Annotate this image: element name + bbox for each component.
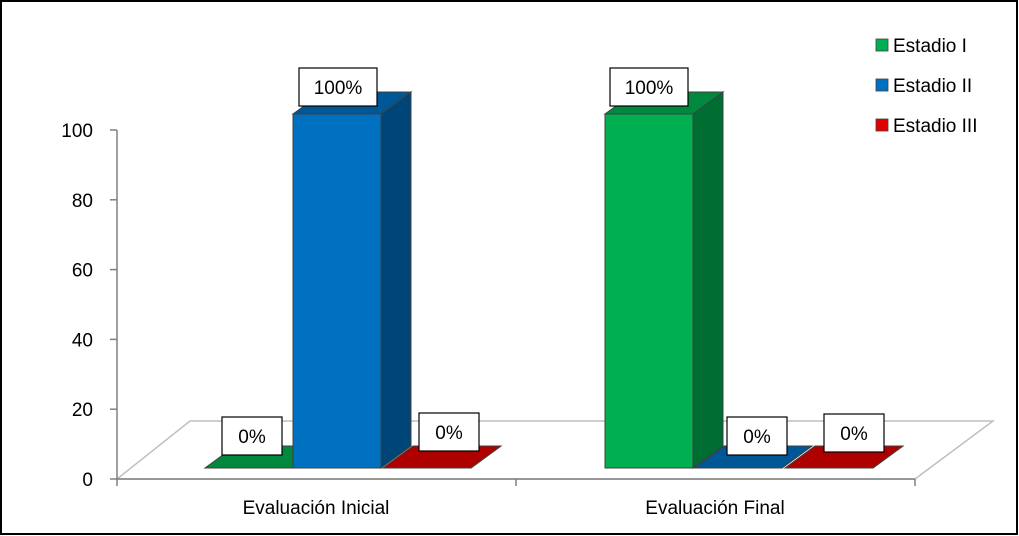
data-label-box [221, 416, 283, 456]
bar-front [604, 113, 694, 469]
x-tick-label: Evaluación Final [645, 498, 784, 519]
data-label-box [726, 416, 788, 456]
legend-item: Estadio III [875, 116, 978, 137]
y-tick-label: 20 [72, 400, 93, 421]
legend-item: Estadio I [875, 36, 967, 57]
data-label: 0% [221, 416, 283, 456]
bar [291, 91, 413, 469]
y-tick-label: 60 [72, 261, 93, 282]
legend-label: Estadio III [893, 116, 978, 137]
data-label-text: 100% [625, 78, 674, 99]
data-label: 100% [609, 67, 689, 107]
y-tick-label: 40 [72, 330, 93, 351]
data-label: 0% [823, 413, 885, 453]
legend-swatch [875, 38, 889, 52]
data-label-box [609, 67, 689, 107]
data-label-text: 0% [743, 427, 771, 448]
bar-side [380, 91, 412, 469]
data-label-box [298, 67, 378, 107]
data-label-text: 0% [238, 427, 266, 448]
legend-item: Estadio II [875, 76, 972, 97]
y-tick-label: 0 [82, 470, 93, 491]
y-tick-label: 80 [72, 191, 93, 212]
bar-side [692, 91, 724, 469]
data-label-box [418, 412, 480, 452]
data-label-text: 0% [840, 424, 868, 445]
data-label: 0% [726, 416, 788, 456]
y-tick-label: 100 [61, 121, 93, 142]
data-label: 0% [418, 412, 480, 452]
legend-swatch [875, 78, 889, 92]
data-label: 100% [298, 67, 378, 107]
legend-label: Estadio I [893, 36, 967, 57]
legend-swatch [875, 118, 889, 132]
bar-front [292, 113, 382, 469]
bar [603, 91, 725, 469]
data-label-text: 0% [435, 423, 463, 444]
legend-label: Estadio II [893, 76, 972, 97]
x-tick-label: Evaluación Inicial [243, 498, 390, 519]
data-label-text: 100% [314, 78, 363, 99]
data-label-box [823, 413, 885, 453]
